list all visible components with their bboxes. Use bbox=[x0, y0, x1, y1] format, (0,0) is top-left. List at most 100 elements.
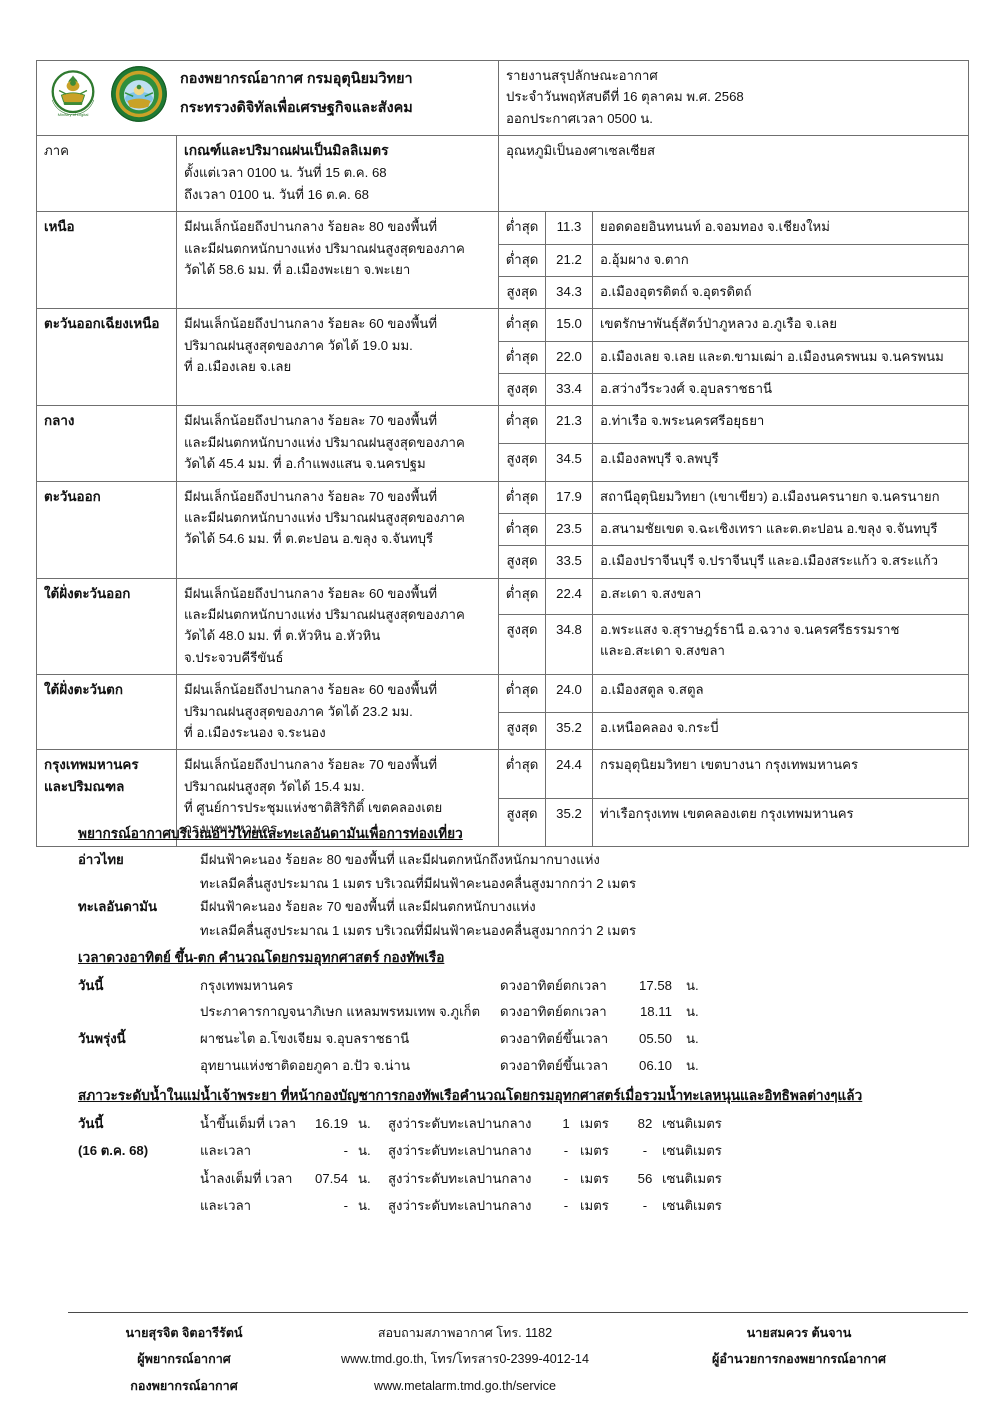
temperature-location: เขตรักษาพันธุ์สัตว์ป่าภูหลวง อ.ภูเรือ จ.… bbox=[592, 308, 970, 342]
tide-time-unit: น. bbox=[358, 1198, 371, 1214]
sun-day-label bbox=[78, 1053, 200, 1080]
tide-table: วันนี้ น้ำขึ้นเต็มที่ เวลา 16.19 น. สูงว่าระ… bbox=[78, 1110, 742, 1220]
temperature-location: อ.สะเดา จ.สงขลา bbox=[592, 577, 970, 615]
tide-time-value: 07.54 bbox=[314, 1170, 348, 1186]
temperature-value: 17.9 bbox=[545, 480, 594, 514]
table-row: สูงสุด 34.8 อ.พระแสง จ.สุราษฎร์ธานี อ.ฉวาง… bbox=[37, 613, 970, 676]
region-name: เหนือ bbox=[36, 211, 177, 310]
table-row: กรุงเทพมหานคร และปริมณฑล มีฝนเล็กน้อยถึงปา… bbox=[36, 749, 970, 847]
tide-event-label: น้ำขึ้นเต็มที่ เวลา bbox=[200, 1115, 296, 1131]
org-header-cell: Ministry of Digital bbox=[35, 59, 500, 137]
tide-day-label: (16 ต.ค. 68) bbox=[78, 1143, 149, 1159]
temperature-location: อ.เมืองเลย จ.เลย และต.ขามเฒ่า อ.เมืองนคร… bbox=[592, 340, 970, 375]
document-header-row: Ministry of Digital bbox=[35, 59, 970, 137]
temperature-extreme-label: ต่ำสุด bbox=[498, 308, 547, 342]
sun-time-unit: น. bbox=[686, 977, 699, 993]
marine-forecast-item: ทะเลอันดามัน มีฝนฟ้าคะนอง ร้อยละ 70 ของพื… bbox=[78, 895, 968, 942]
temperature-value: 34.8 bbox=[545, 613, 594, 676]
table-row: สูงสุด 35.2 อ.เหนือคลอง จ.กระบี่ bbox=[37, 711, 970, 751]
region-name: ตะวันออก bbox=[36, 480, 177, 579]
temperature-extreme-label: ต่ำสุด bbox=[498, 512, 547, 547]
sun-location: ผาชนะไต อ.โขงเจียม จ.อุบลราชธานี bbox=[200, 1031, 410, 1047]
tide-row: (16 ต.ค. 68) และเวลา - น. สูงว่าระดับทะเลปาน… bbox=[78, 1137, 742, 1165]
sun-time-row: วันนี้ กรุงเทพมหานคร ดวงอาทิตย์ตกเวลา 17.58… bbox=[78, 973, 726, 1000]
footer: นายสุรจิต จิตอารีรัตน์ ผู้พยากรณ์อากาศ ก… bbox=[68, 1320, 968, 1399]
table-row: ตะวันออก มีฝนเล็กน้อยถึงปานกลาง ร้อยละ 70… bbox=[36, 480, 970, 579]
table-row: ต่ำสุด 22.0 อ.เมืองเลย จ.เลย และต.ขามเฒ่า … bbox=[37, 340, 970, 375]
temperature-location: สถานีอุตุนิยมวิทยา (เขาเขียว) อ.เมืองนคร… bbox=[592, 480, 970, 514]
rainfall-description: มีฝนเล็กน้อยถึงปานกลาง ร้อยละ 60 ของพื้น… bbox=[175, 577, 500, 676]
tide-meters-unit: เมตร bbox=[580, 1198, 609, 1214]
table-row: ใต้ฝั่งตะวันออก มีฝนเล็กน้อยถึงปานกลาง ร้… bbox=[36, 577, 970, 676]
table-row: กลาง มีฝนเล็กน้อยถึงปานกลาง ร้อยละ 70 ของ… bbox=[36, 405, 970, 482]
sun-time-value: 18.11 bbox=[639, 1004, 672, 1020]
tide-meters-value: - bbox=[563, 1170, 569, 1186]
tide-time-unit: น. bbox=[358, 1170, 371, 1186]
forecaster-division: กองพยากรณ์อากาศ bbox=[130, 1378, 238, 1393]
tide-row: วันนี้ น้ำขึ้นเต็มที่ เวลา 16.19 น. สูงว่าระ… bbox=[78, 1110, 742, 1138]
column-header-temperature: อุณหภูมิเป็นองศาเซลเซียส bbox=[498, 135, 970, 213]
sun-time-row: ประภาคารกาญจนาภิเษก แหลมพรหมเทพ จ.ภูเก็ต… bbox=[78, 999, 726, 1026]
tide-day-label bbox=[78, 1192, 200, 1220]
temperature-extreme-label: สูงสุด bbox=[498, 711, 547, 751]
temperature-value: 24.4 bbox=[545, 749, 594, 799]
sun-event-label: ดวงอาทิตย์ตกเวลา bbox=[500, 1004, 607, 1020]
tide-centimeters-value: - bbox=[642, 1198, 648, 1214]
temperature-value: 22.4 bbox=[545, 577, 594, 615]
temperature-location: อ.เมืองอุตรดิตถ์ จ.อุตรดิตถ์ bbox=[592, 275, 970, 310]
report-date: ประจำวันพฤหัสบดีที่ 16 ตุลาคม พ.ศ. 2568 bbox=[506, 89, 744, 105]
temperature-extreme-label: สูงสุด bbox=[498, 275, 547, 310]
marine-forecast-item: อ่าวไทย มีฝนฟ้าคะนอง ร้อยละ 80 ของพื้นที่… bbox=[78, 848, 968, 895]
table-row: สูงสุด 33.5 อ.เมืองปราจีนบุรี จ.ปราจีนบุรี… bbox=[37, 545, 970, 579]
contact-website[interactable]: www.tmd.go.th, โทร/โทรสาร0-2399-4012-14 bbox=[341, 1352, 589, 1367]
marine-area-label: อ่าวไทย bbox=[78, 852, 124, 868]
director-name: นายสมควร ต้นจาน bbox=[746, 1326, 852, 1340]
table-row: สูงสุด 34.3 อ.เมืองอุตรดิตถ์ จ.อุตรดิตถ์ bbox=[37, 275, 970, 310]
contact-service-url[interactable]: www.metalarm.tmd.go.th/service bbox=[374, 1378, 556, 1393]
sun-time-value: 06.10 bbox=[638, 1057, 672, 1073]
table-row: เหนือ มีฝนเล็กน้อยถึงปานกลาง ร้อยละ 80 ขอ… bbox=[36, 211, 970, 310]
temperature-location: อ.สว่างวีระวงศ์ จ.อุบลราชธานี bbox=[592, 373, 970, 407]
tide-meters-value: - bbox=[563, 1198, 569, 1214]
column-header-region: ภาค bbox=[36, 135, 177, 213]
tide-centimeters-value: 82 bbox=[637, 1115, 653, 1131]
rainfall-title: เกณฑ์และปริมาณฝนเป็นมิลลิเมตร bbox=[184, 143, 389, 159]
temperature-location: อ.เมืองสตูล จ.สตูล bbox=[592, 674, 970, 713]
ministry-digital-economy-logo-icon: Ministry of Digital bbox=[51, 70, 95, 117]
org-line-2: กระทรวงดิจิทัลเพื่อเศรษฐกิจและสังคม bbox=[180, 100, 413, 116]
marine-forecast-list: อ่าวไทย มีฝนฟ้าคะนอง ร้อยละ 80 ของพื้นที่… bbox=[78, 848, 968, 942]
lower-sections: พยากรณ์อากาศบริเวณอ่าวไทยและทะเลอันดามัน… bbox=[78, 824, 968, 1220]
weather-summary-table: Ministry of Digital bbox=[35, 59, 970, 847]
rainfall-description: มีฝนเล็กน้อยถึงปานกลาง ร้อยละ 60 ของพื้น… bbox=[175, 674, 500, 751]
temperature-value: 33.4 bbox=[545, 373, 594, 407]
sun-time-row: อุทยานแห่งชาติดอยภูคา อ.ปัว จ.น่าน ดวงอาท… bbox=[78, 1053, 726, 1080]
sun-times-heading: เวลาดวงอาทิตย์ ขึ้น-ตก คำนวณโดยกรมอุทกศา… bbox=[78, 950, 445, 966]
sun-time-unit: น. bbox=[686, 1031, 699, 1047]
table-row: ตะวันออกเฉียงเหนือ มีฝนเล็กน้อยถึงปานกลาง… bbox=[36, 308, 970, 407]
sun-time-unit: น. bbox=[686, 1004, 699, 1020]
footer-forecaster-block: นายสุรจิต จิตอารีรัตน์ ผู้พยากรณ์อากาศ ก… bbox=[68, 1320, 300, 1399]
region-name: ใต้ฝั่งตะวันตก bbox=[36, 674, 177, 751]
tide-meters-value: 1 bbox=[562, 1115, 570, 1131]
tide-time-value: - bbox=[343, 1143, 348, 1159]
sun-day-label bbox=[78, 999, 200, 1026]
rainfall-period-from: ตั้งแต่เวลา 0100 น. วันที่ 15 ต.ค. 68 bbox=[184, 165, 387, 181]
temperature-value: 23.5 bbox=[545, 512, 594, 547]
temperature-extreme-label: ต่ำสุด bbox=[498, 211, 547, 245]
region-name: กลาง bbox=[36, 405, 177, 482]
sun-location: อุทยานแห่งชาติดอยภูคา อ.ปัว จ.น่าน bbox=[200, 1057, 410, 1073]
temperature-extreme-label: สูงสุด bbox=[498, 613, 547, 676]
region-name: ตะวันออกเฉียงเหนือ bbox=[36, 308, 177, 407]
temperature-value: 35.2 bbox=[545, 711, 594, 751]
tide-reference-label: สูงว่าระดับทะเลปานกลาง bbox=[388, 1170, 532, 1186]
tmd-seal-logo-icon bbox=[111, 66, 167, 122]
marine-forecast-heading: พยากรณ์อากาศบริเวณอ่าวไทยและทะเลอันดามัน… bbox=[78, 826, 463, 841]
tide-meters-unit: เมตร bbox=[580, 1143, 609, 1159]
tide-reference-label: สูงว่าระดับทะเลปานกลาง bbox=[388, 1198, 532, 1214]
forecaster-name: นายสุรจิต จิตอารีรัตน์ bbox=[125, 1326, 243, 1340]
temperature-value: 21.3 bbox=[545, 405, 594, 445]
tide-row: น้ำลงเต็มที่ เวลา 07.54 น. สูงว่าระดับทะเลป… bbox=[78, 1165, 742, 1193]
rainfall-description: มีฝนเล็กน้อยถึงปานกลาง ร้อยละ 70 ของพื้น… bbox=[175, 405, 500, 482]
temperature-value: 34.3 bbox=[545, 275, 594, 310]
temperature-location: อ.เมืองลพบุรี จ.ลพบุรี bbox=[592, 443, 970, 482]
